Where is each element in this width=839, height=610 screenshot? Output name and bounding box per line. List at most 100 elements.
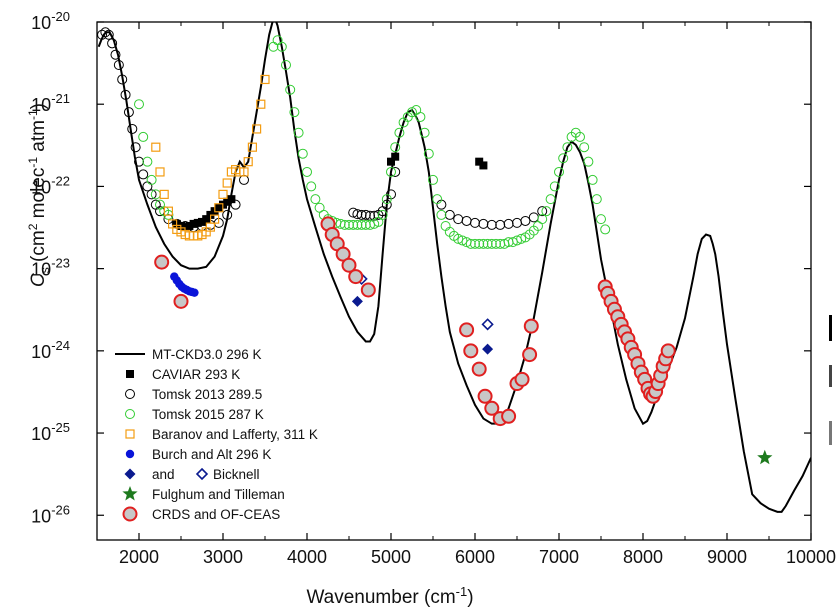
x-tick-label: 6000 (455, 547, 495, 567)
data-point (562, 142, 573, 153)
legend-marker (125, 449, 135, 459)
x-tick-label: 9000 (707, 547, 747, 567)
data-point (558, 153, 569, 164)
data-point (344, 219, 354, 230)
legend-item-4: Baranov and Lafferty, 311 K (125, 427, 318, 442)
series-8 (757, 449, 773, 465)
data-point (268, 41, 279, 52)
data-point (478, 238, 489, 249)
data-point (444, 209, 455, 220)
data-point (575, 131, 585, 142)
data-point (381, 194, 392, 205)
y-tick-label: 10-25 (31, 420, 70, 444)
data-point (440, 220, 451, 231)
data-point (481, 318, 494, 331)
data-point (222, 209, 233, 220)
data-point (214, 203, 224, 213)
data-point (230, 199, 241, 210)
legend-marker (126, 370, 134, 378)
legend-label-2: Bicknell (213, 467, 260, 482)
data-point (423, 148, 434, 159)
series-9 (154, 216, 676, 427)
data-point (461, 215, 472, 226)
axes: 2000 3000 4000 5000 6000 7000 8000 9000 10000 10-… (31, 9, 836, 567)
data-point (419, 127, 430, 138)
y-tick-label: 10-23 (31, 256, 70, 280)
data-point (514, 371, 530, 387)
data-point (390, 166, 401, 177)
data-point (100, 27, 111, 38)
data-point (352, 219, 363, 230)
data-point (103, 29, 114, 40)
data-point (377, 209, 388, 220)
data-point (394, 127, 405, 138)
data-point (297, 148, 308, 159)
data-point (110, 49, 121, 60)
legend: MT-CKD3.0 296 K CAVIAR 293 K Tomsk 2013 28… (115, 347, 318, 522)
data-point (471, 361, 487, 377)
data-point (117, 74, 128, 85)
data-point (293, 127, 304, 138)
data-point (587, 174, 598, 185)
data-point (482, 343, 494, 355)
legend-marker (122, 486, 138, 501)
data-point (163, 206, 173, 216)
data-point (453, 233, 464, 244)
data-point (335, 218, 346, 229)
data-point (339, 219, 350, 230)
data-point (501, 408, 517, 424)
legend-label: Tomsk 2015 287 K (152, 407, 264, 422)
data-point (436, 209, 447, 220)
legend-marker (125, 389, 135, 399)
data-point (239, 167, 249, 177)
plot-frame (96, 21, 812, 541)
data-point (120, 89, 131, 100)
data-point (479, 161, 488, 170)
data-point (463, 343, 479, 359)
data-point (138, 131, 149, 142)
data-point (757, 449, 773, 465)
x-tick-label: 4000 (287, 547, 327, 567)
y-axis-title: Cs (cm2 molec-1 atm-1) (26, 103, 52, 287)
data-point (528, 212, 539, 223)
data-point (470, 238, 480, 249)
right-edge-marks (829, 315, 832, 445)
data-point (348, 219, 359, 230)
legend-item-3: Tomsk 2015 287 K (125, 407, 264, 422)
data-point (154, 254, 170, 270)
data-point (310, 194, 321, 205)
data-point (579, 142, 590, 153)
legend-marker-filled (124, 468, 136, 480)
legend-item-6: and Bicknell (124, 467, 260, 482)
x-tick-label: 8000 (623, 547, 663, 567)
data-point (482, 238, 493, 249)
legend-marker (122, 506, 138, 522)
legend-item-5: Burch and Alt 296 K (125, 447, 271, 462)
data-point (260, 74, 270, 85)
data-point (386, 166, 396, 177)
legend-marker-open (195, 467, 209, 481)
data-point (428, 174, 438, 185)
data-point (285, 84, 296, 95)
data-point (495, 219, 506, 230)
data-point (478, 218, 489, 229)
x-tick-label: 5000 (371, 547, 411, 567)
data-point (302, 166, 312, 177)
data-point (218, 189, 228, 199)
data-point (151, 142, 161, 152)
data-point (537, 206, 548, 217)
data-point (523, 318, 539, 334)
legend-label: Fulghum and Tilleman (152, 487, 285, 502)
data-point (465, 238, 476, 249)
data-point (356, 209, 367, 220)
series-4 (151, 74, 270, 241)
series-group (97, 22, 811, 513)
series-5 (170, 272, 199, 297)
data-point (222, 178, 232, 188)
legend-label: MT-CKD3.0 296 K (152, 347, 262, 362)
data-point (391, 152, 400, 161)
legend-label: and (152, 467, 175, 482)
data-point (146, 174, 157, 185)
data-point (134, 156, 144, 167)
data-point (134, 99, 144, 110)
